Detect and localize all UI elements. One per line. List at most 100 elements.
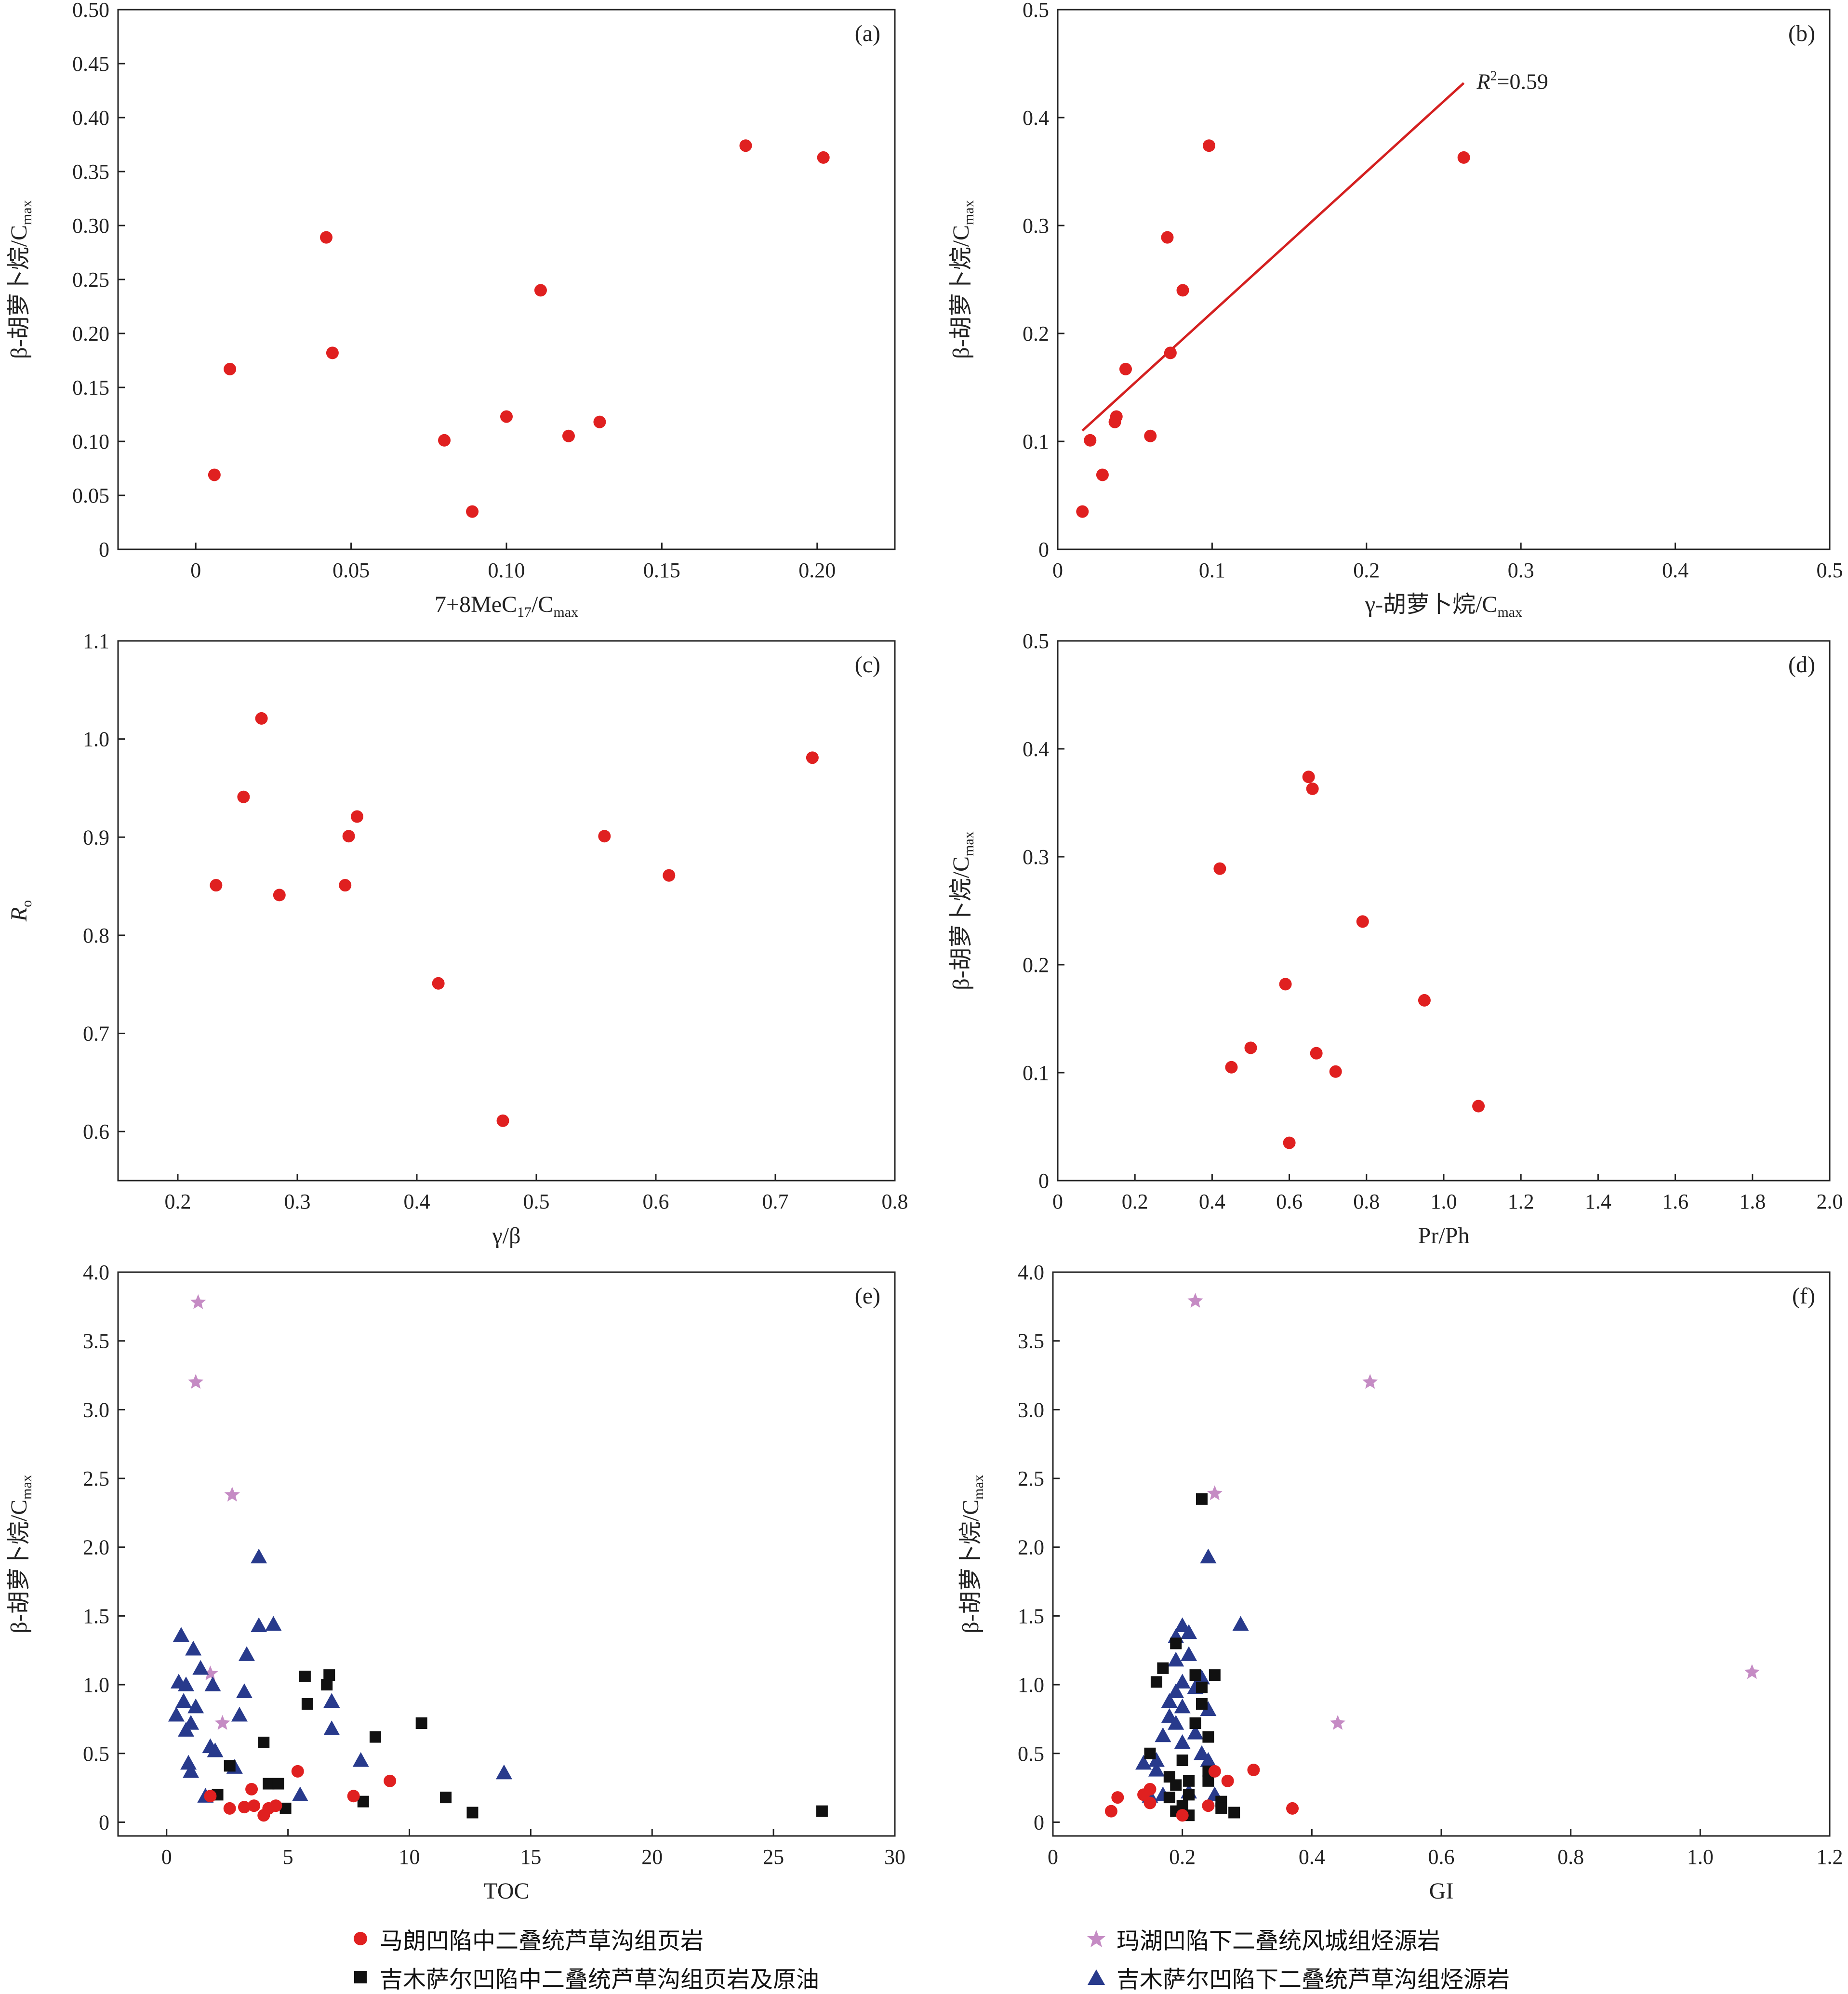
data-point-circle xyxy=(1176,1809,1189,1822)
data-point-square xyxy=(1202,1731,1214,1743)
data-point-square xyxy=(816,1805,828,1817)
series-star xyxy=(1187,1292,1760,1730)
y-axis-title: β-胡萝卜烷/Cmax xyxy=(6,200,35,359)
y-tick-label: 0 xyxy=(99,1810,109,1834)
y-tick-label: 0.2 xyxy=(1023,953,1049,977)
y-tick-label: 0.4 xyxy=(1023,737,1049,761)
data-point-star xyxy=(190,1294,206,1309)
y-tick-label: 0.10 xyxy=(72,430,109,453)
chart-panel-d: 0 0.2 0.4 0.6 0.8 1.0 1.2 1.4 1.6 1.8 2.0 0 0.1 0.2 0.… xyxy=(948,629,1843,1249)
data-point-circle xyxy=(739,139,752,152)
series-circle xyxy=(1076,139,1470,518)
data-point-triangle xyxy=(173,1627,189,1642)
y-tick-label: 0.40 xyxy=(72,106,109,130)
x-tick-label: 0.3 xyxy=(1508,558,1534,582)
data-point-circle xyxy=(432,977,445,990)
x-tick-label: 0.8 xyxy=(882,1190,908,1213)
data-point-circle xyxy=(342,830,355,843)
plot-frame xyxy=(1057,9,1831,550)
data-point-triangle xyxy=(1174,1674,1191,1688)
data-point-circle xyxy=(496,1114,509,1127)
x-tick-label: 0.4 xyxy=(1199,1190,1225,1213)
y-tick-label: 0.3 xyxy=(1023,214,1049,238)
y-tick-label: 0.05 xyxy=(72,484,109,507)
data-point-triangle xyxy=(323,1693,340,1708)
x-tick-label: 10 xyxy=(399,1845,420,1869)
data-point-triangle xyxy=(251,1617,267,1632)
data-point-square xyxy=(1150,1676,1162,1688)
data-point-circle xyxy=(1457,151,1470,164)
data-point-triangle xyxy=(1200,1701,1217,1716)
data-point-circle xyxy=(320,231,333,244)
y-tick-label: 0 xyxy=(99,538,109,561)
data-point-circle xyxy=(466,505,479,518)
x-tick-label: 0.3 xyxy=(284,1190,311,1213)
data-point-square xyxy=(1228,1807,1240,1819)
y-tick-label: 0.30 xyxy=(72,214,109,238)
data-point-circle xyxy=(1356,915,1369,928)
data-point-square xyxy=(440,1792,452,1804)
data-point-square xyxy=(299,1670,311,1682)
data-point-triangle xyxy=(1161,1708,1178,1723)
data-point-star xyxy=(188,1374,204,1389)
data-point-square xyxy=(323,1669,335,1681)
data-point-square xyxy=(1163,1792,1175,1804)
data-point-triangle xyxy=(183,1763,199,1778)
plot-frame xyxy=(117,640,896,1182)
x-tick-label: 0.2 xyxy=(1353,558,1380,582)
data-point-circle xyxy=(1143,1796,1157,1809)
y-tick-label: 0.45 xyxy=(72,52,109,76)
series-circle xyxy=(210,712,819,1127)
data-point-circle xyxy=(224,362,237,375)
y-axis-title: Ro xyxy=(6,900,35,922)
data-point-square xyxy=(1183,1775,1195,1787)
data-point-square xyxy=(369,1731,381,1743)
y-tick-label: 0.5 xyxy=(83,1742,109,1766)
series-circle xyxy=(204,1765,397,1822)
y-tick-label: 0.5 xyxy=(1023,629,1049,653)
data-point-triangle xyxy=(251,1548,267,1564)
data-point-triangle xyxy=(1187,1724,1204,1740)
y-tick-label: 3.0 xyxy=(1018,1398,1044,1422)
data-point-circle xyxy=(1161,231,1174,244)
data-point-triangle xyxy=(1181,1624,1197,1639)
x-tick-label: 1.0 xyxy=(1687,1845,1714,1869)
x-axis-title: TOC xyxy=(483,1878,529,1904)
y-axis-title: β-胡萝卜烷/Cmax xyxy=(958,1475,986,1633)
y-axis-title: β-胡萝卜烷/Cmax xyxy=(948,200,977,359)
data-point-circle xyxy=(534,284,547,297)
legend-item-mahu-source-rock: 玛湖凹陷下二叠统风城组烃源岩 xyxy=(1087,1922,1440,1955)
data-point-circle xyxy=(1418,994,1431,1007)
data-point-circle xyxy=(347,1790,360,1803)
y-tick-label: 0.35 xyxy=(72,160,109,184)
data-point-triangle xyxy=(1200,1548,1217,1564)
data-point-square xyxy=(1196,1698,1208,1710)
data-point-circle xyxy=(1110,410,1123,423)
data-point-circle xyxy=(1310,1047,1323,1060)
x-tick-label: 2.0 xyxy=(1817,1190,1843,1213)
y-tick-label: 3.5 xyxy=(83,1329,109,1353)
data-point-star xyxy=(214,1715,230,1730)
x-tick-label: 0.2 xyxy=(165,1190,191,1213)
y-tick-label: 0.20 xyxy=(72,322,109,346)
plot-frame xyxy=(117,1271,896,1837)
x-axis-title: Pr/Ph xyxy=(1418,1223,1470,1249)
series-circle xyxy=(1104,1764,1299,1822)
panel-label: (f) xyxy=(1792,1283,1815,1309)
data-point-circle xyxy=(500,410,513,423)
data-point-circle xyxy=(1286,1802,1299,1815)
data-point-star xyxy=(1744,1664,1760,1679)
series-circle xyxy=(208,139,830,518)
legend-star-marker xyxy=(1087,1930,1105,1947)
legend-item-malang-shale: 马朗凹陷中二叠统芦草沟组页岩 xyxy=(352,1922,704,1955)
data-point-triangle xyxy=(265,1616,282,1631)
data-point-square xyxy=(466,1807,479,1819)
data-point-square xyxy=(1202,1775,1214,1787)
data-point-circle xyxy=(598,830,611,843)
data-point-square xyxy=(1176,1755,1188,1767)
y-tick-label: 1.5 xyxy=(1018,1604,1044,1628)
data-point-square xyxy=(224,1760,236,1772)
data-point-triangle xyxy=(1193,1745,1210,1760)
data-point-triangle xyxy=(187,1698,204,1714)
